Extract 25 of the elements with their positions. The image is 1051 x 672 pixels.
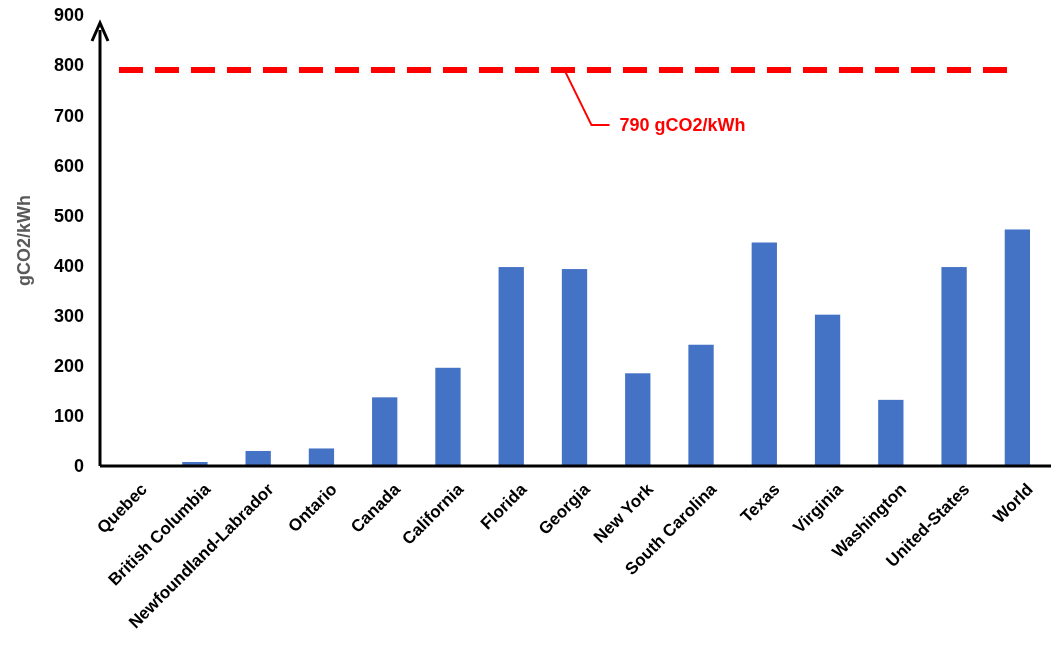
bar [245,450,271,466]
y-tick-label: 100 [53,406,84,427]
y-tick-label: 500 [53,205,84,226]
bar [308,448,335,466]
ref-line-label: 790 gCO2/kWh [619,115,746,136]
bar [498,267,524,466]
bar [1004,229,1031,466]
y-tick-label: 800 [53,55,84,76]
bar [625,373,651,466]
bar [814,314,841,466]
y-tick-label: 600 [53,155,84,176]
bar [751,242,777,466]
bar [435,367,461,466]
bar [688,344,714,466]
y-tick-label: 700 [53,105,84,126]
y-tick-label: 0 [73,456,84,477]
y-tick-label: 400 [53,255,84,276]
bar [561,269,588,466]
y-tick-label: 300 [53,305,84,326]
bar [372,397,398,466]
bar [941,267,967,466]
y-axis-title: gCO2/kWh [14,194,34,287]
bar [878,399,904,466]
y-tick-label: 200 [53,356,84,377]
y-tick-label: 900 [53,5,84,26]
